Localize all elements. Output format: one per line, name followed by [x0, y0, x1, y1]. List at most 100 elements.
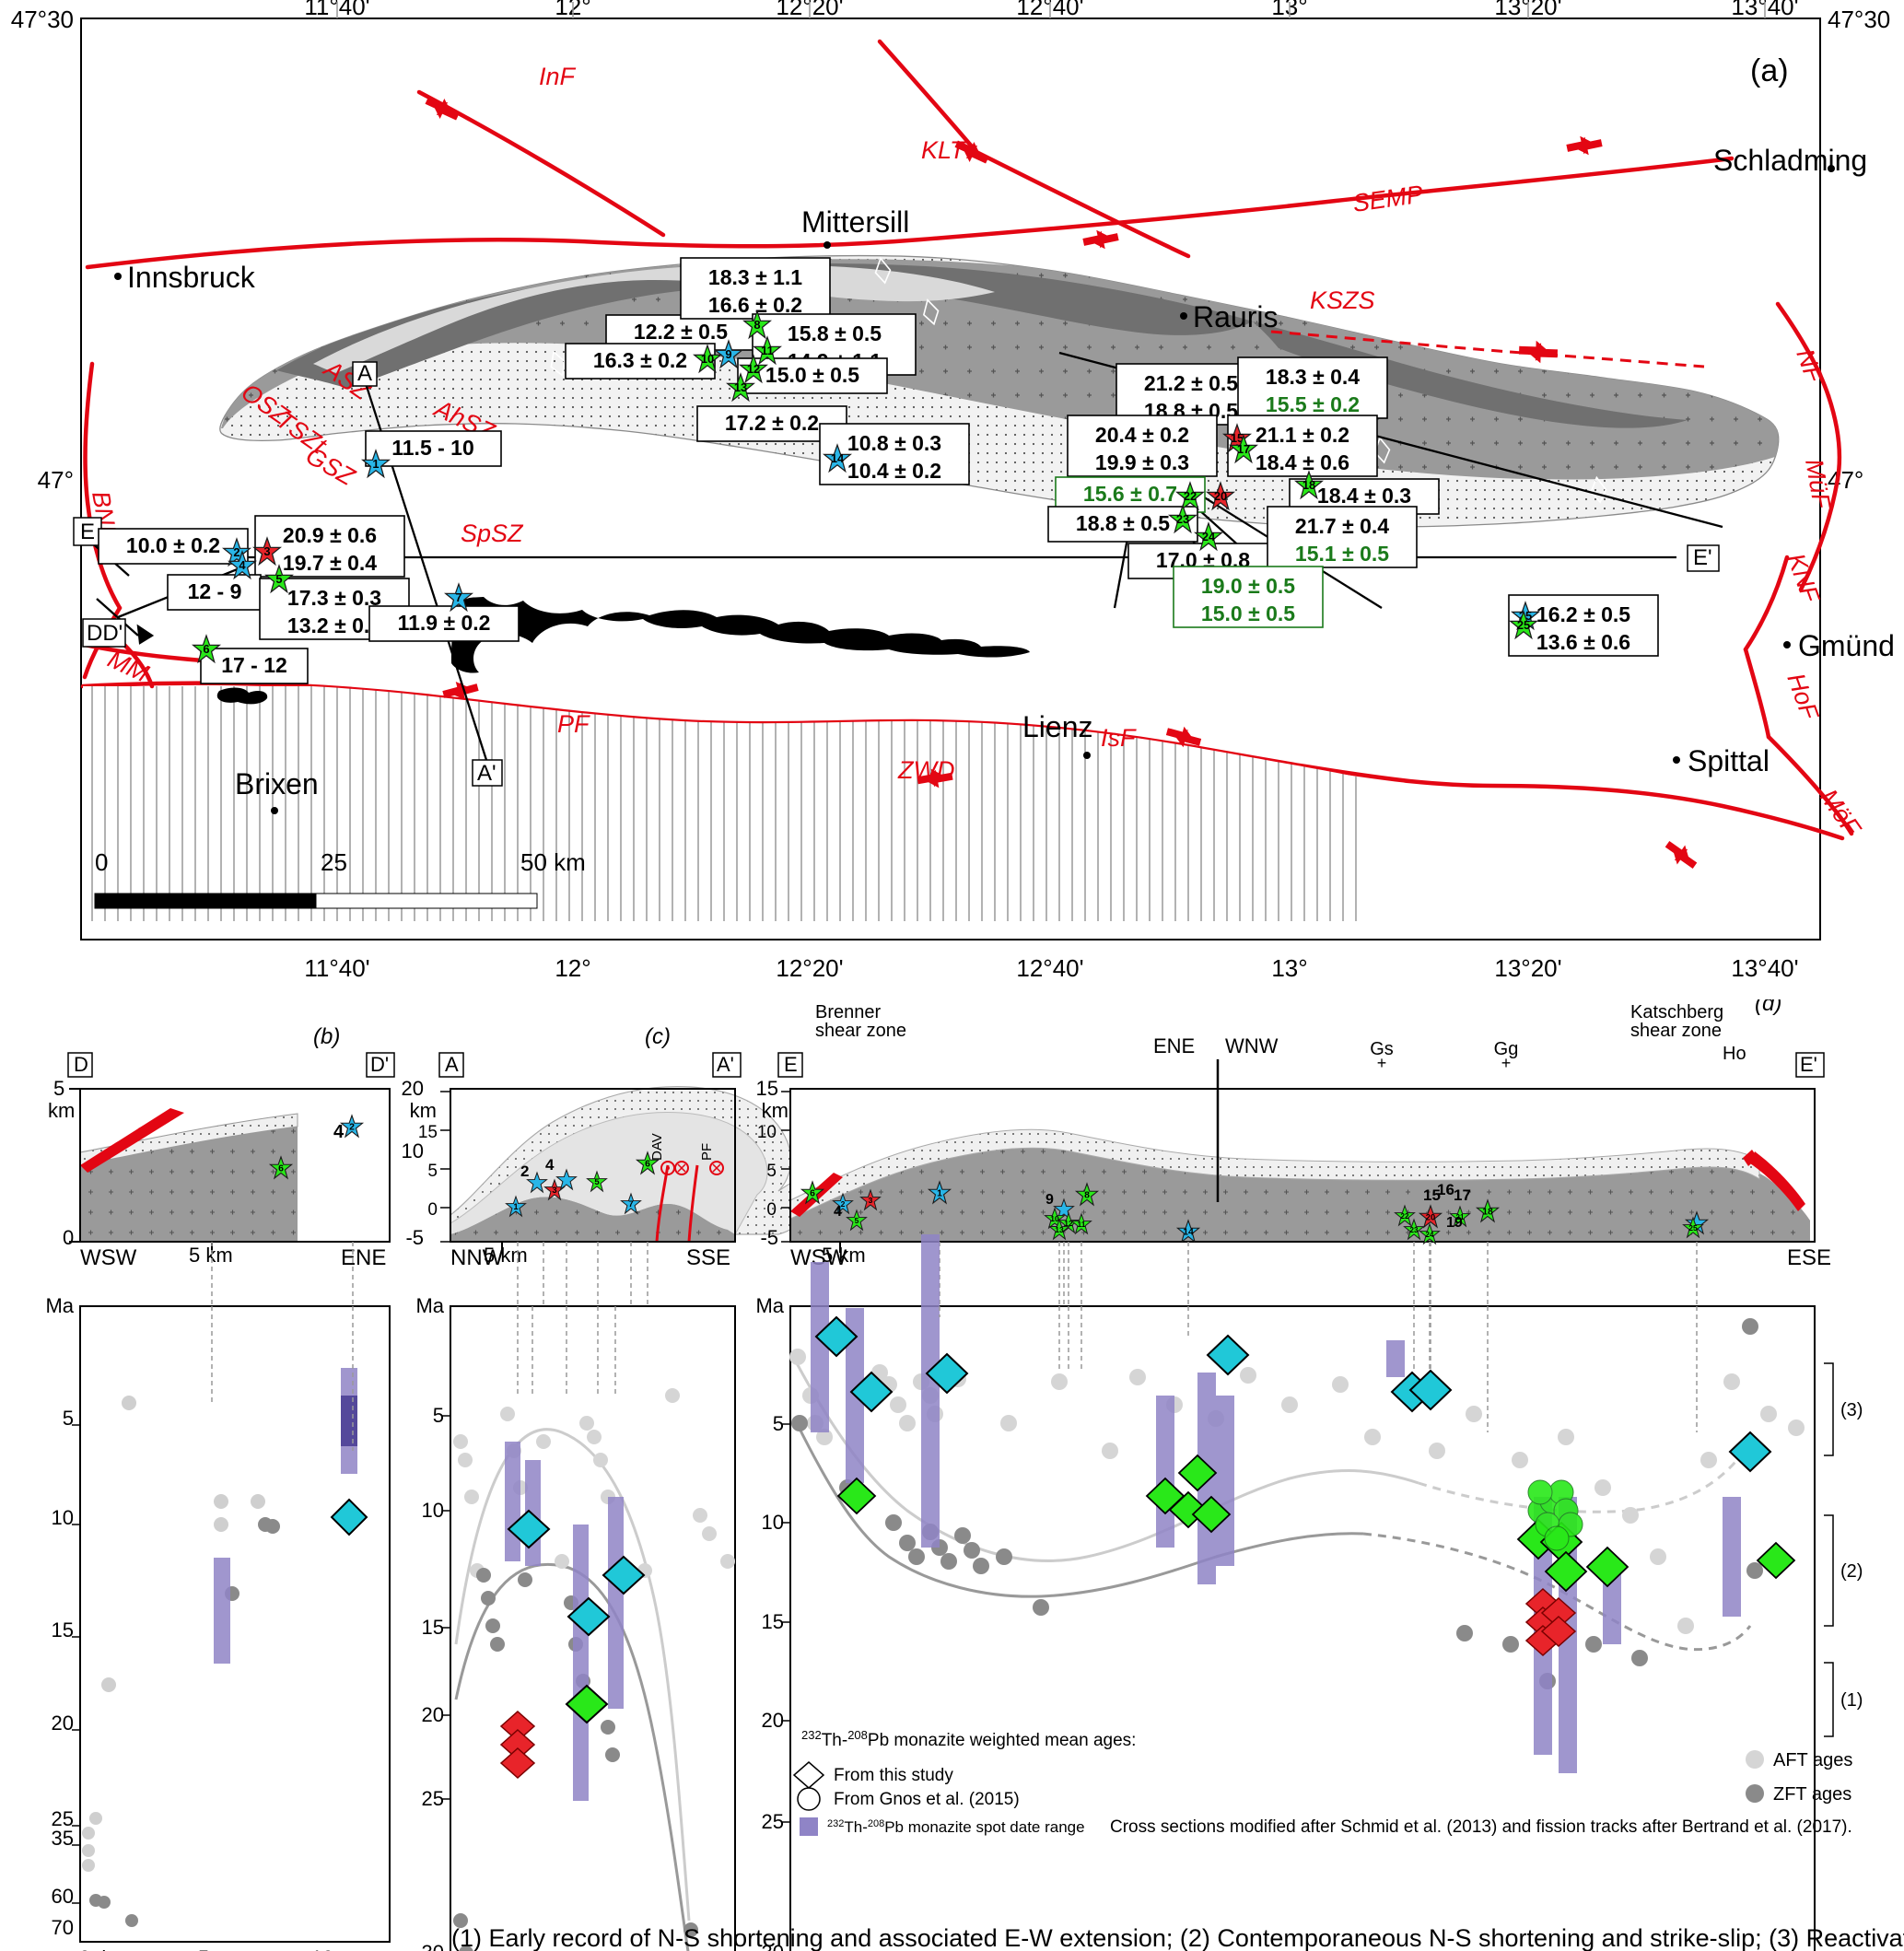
- svg-text:5: 5: [53, 1077, 64, 1100]
- svg-text:2: 2: [349, 1122, 355, 1132]
- svg-text:(a): (a): [1750, 53, 1789, 88]
- svg-text:10: 10: [762, 1511, 784, 1534]
- svg-text:18.8 ± 0.5: 18.8 ± 0.5: [1076, 511, 1170, 535]
- svg-text:DD': DD': [87, 621, 123, 646]
- svg-text:11°40': 11°40': [304, 954, 369, 982]
- svg-text:15: 15: [762, 1610, 784, 1633]
- svg-text:16: 16: [1437, 1181, 1454, 1198]
- svg-text:(d): (d): [1755, 999, 1781, 1016]
- svg-text:17.2 ± 0.2: 17.2 ± 0.2: [725, 411, 819, 435]
- svg-text:Ma: Ma: [415, 1294, 444, 1317]
- svg-text:11.5 - 10: 11.5 - 10: [391, 436, 474, 460]
- svg-text:Ma: Ma: [755, 1294, 784, 1317]
- svg-text:(3): (3): [1840, 1400, 1863, 1420]
- svg-text:(b): (b): [313, 1024, 340, 1049]
- svg-text:16.6 ± 0.2: 16.6 ± 0.2: [708, 293, 802, 317]
- svg-text:22: 22: [1184, 489, 1197, 503]
- svg-text:Brixen: Brixen: [235, 767, 319, 800]
- svg-text:KLT: KLT: [921, 136, 967, 164]
- svg-text:PF: PF: [699, 1143, 715, 1161]
- svg-text:2: 2: [520, 1162, 529, 1180]
- svg-text:(1) Early record of N-S shorte: (1) Early record of N-S shortening and a…: [451, 1924, 1904, 1951]
- svg-text:Mittersill: Mittersill: [801, 205, 909, 239]
- svg-text:15: 15: [756, 1077, 778, 1100]
- svg-text:A: A: [357, 361, 372, 386]
- svg-text:25: 25: [1517, 618, 1530, 632]
- svg-text:18: 18: [1482, 1207, 1493, 1217]
- svg-text:3: 3: [263, 544, 270, 558]
- svg-text:19.7 ± 0.4: 19.7 ± 0.4: [283, 551, 377, 575]
- svg-text:(c): (c): [645, 1024, 671, 1049]
- svg-text:WSW: WSW: [80, 1245, 137, 1270]
- svg-text:-5: -5: [405, 1226, 424, 1249]
- svg-text:+: +: [1377, 1054, 1387, 1072]
- svg-text:10: 10: [311, 1946, 333, 1951]
- svg-text:20: 20: [422, 1703, 444, 1726]
- svg-text:20: 20: [1426, 1212, 1435, 1221]
- svg-text:10: 10: [52, 1506, 74, 1529]
- svg-text:ZWD: ZWD: [897, 756, 954, 784]
- svg-text:Innsbruck: Innsbruck: [127, 261, 256, 294]
- svg-text:12°40': 12°40': [1016, 954, 1083, 982]
- svg-text:Lienz: Lienz: [1022, 710, 1093, 743]
- svg-text:20.4 ± 0.2: 20.4 ± 0.2: [1095, 423, 1189, 447]
- svg-text:6: 6: [810, 1188, 815, 1198]
- svg-text:20: 20: [52, 1712, 74, 1735]
- svg-text:21.2 ± 0.5: 21.2 ± 0.5: [1144, 371, 1238, 395]
- svg-text:Ma: Ma: [45, 1294, 74, 1317]
- svg-text:DAV: DAV: [649, 1133, 665, 1161]
- svg-text:47°30: 47°30: [1828, 6, 1890, 33]
- svg-text:From Gnos et al. (2015): From Gnos et al. (2015): [834, 1790, 1020, 1809]
- svg-text:15.0 ± 0.5: 15.0 ± 0.5: [765, 363, 859, 387]
- svg-text:47°: 47°: [38, 466, 74, 494]
- svg-text:35: 35: [52, 1827, 74, 1850]
- svg-text:Katschberg: Katschberg: [1630, 1002, 1723, 1022]
- svg-text:WNW: WNW: [1225, 1034, 1279, 1057]
- svg-text:E: E: [784, 1053, 798, 1076]
- svg-text:5: 5: [198, 1946, 209, 1951]
- svg-text:5 km: 5 km: [189, 1244, 233, 1267]
- svg-text:18.4 ± 0.3: 18.4 ± 0.3: [1317, 484, 1411, 508]
- svg-text:4: 4: [239, 558, 246, 572]
- svg-text:E': E': [1800, 1053, 1817, 1076]
- svg-text:+: +: [1501, 1054, 1512, 1072]
- svg-text:15: 15: [418, 1123, 438, 1142]
- svg-text:km: km: [101, 1946, 128, 1951]
- svg-text:ENE: ENE: [1153, 1034, 1195, 1057]
- svg-text:7: 7: [455, 590, 461, 604]
- svg-text:20: 20: [762, 1709, 784, 1732]
- svg-text:19: 19: [1446, 1215, 1463, 1231]
- svg-text:D': D': [370, 1053, 389, 1076]
- svg-text:shear zone: shear zone: [1630, 1021, 1722, 1041]
- svg-text:From this study: From this study: [834, 1766, 953, 1785]
- svg-text:A': A': [717, 1053, 734, 1076]
- svg-text:0: 0: [95, 848, 108, 876]
- svg-text:Schladming: Schladming: [1713, 144, 1867, 177]
- svg-text:PF: PF: [557, 710, 590, 738]
- svg-text:13°40': 13°40': [1731, 954, 1798, 982]
- svg-text:km: km: [762, 1099, 788, 1122]
- svg-text:1: 1: [937, 1188, 942, 1198]
- svg-text:18.4 ± 0.6: 18.4 ± 0.6: [1256, 450, 1349, 474]
- svg-text:SpSZ: SpSZ: [461, 520, 524, 547]
- svg-text:18.3 ± 1.1: 18.3 ± 1.1: [708, 265, 802, 289]
- svg-text:5: 5: [766, 1162, 777, 1181]
- svg-text:15.5 ± 0.2: 15.5 ± 0.2: [1266, 392, 1360, 416]
- svg-text:17: 17: [1454, 1186, 1471, 1204]
- svg-text:25: 25: [762, 1810, 784, 1833]
- svg-text:13.2 ± 0.3: 13.2 ± 0.3: [287, 613, 381, 637]
- svg-text:12°20': 12°20': [776, 954, 843, 982]
- svg-text:15.1 ± 0.5: 15.1 ± 0.5: [1295, 542, 1389, 566]
- svg-text:17.3 ± 0.3: 17.3 ± 0.3: [287, 586, 381, 610]
- svg-text:13: 13: [734, 380, 747, 394]
- svg-text:9: 9: [1045, 1192, 1054, 1208]
- svg-text:21.7 ± 0.4: 21.7 ± 0.4: [1295, 514, 1389, 538]
- svg-text:18.3 ± 0.4: 18.3 ± 0.4: [1266, 365, 1360, 389]
- svg-text:A: A: [445, 1053, 459, 1076]
- svg-text:Gmünd: Gmünd: [1798, 629, 1895, 662]
- svg-text:5: 5: [855, 1216, 859, 1225]
- svg-text:12 - 9: 12 - 9: [188, 579, 242, 603]
- svg-text:10: 10: [1050, 1214, 1059, 1223]
- svg-text:15.6 ± 0.7: 15.6 ± 0.7: [1083, 482, 1177, 506]
- svg-text:6: 6: [278, 1163, 284, 1174]
